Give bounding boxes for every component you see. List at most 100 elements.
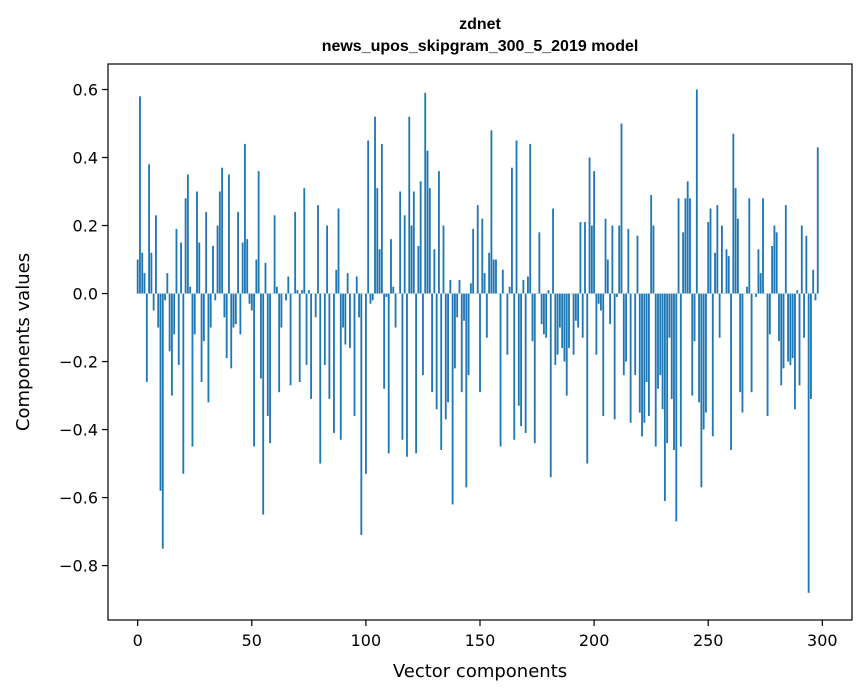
bar-123 — [417, 245, 420, 294]
bar-38 — [223, 293, 226, 318]
bar-62 — [278, 293, 281, 393]
bar-140 — [456, 293, 459, 318]
bar-229 — [659, 293, 662, 376]
bar-70 — [296, 290, 299, 294]
bar-221 — [641, 293, 643, 437]
bar-137 — [449, 279, 452, 294]
bar-69 — [294, 211, 297, 294]
bar-279 — [773, 225, 776, 294]
bar-48 — [246, 239, 249, 294]
bar-88 — [337, 208, 340, 294]
bar-262 — [734, 188, 737, 294]
x-tick-label: 250 — [693, 631, 724, 650]
bar-186 — [561, 293, 564, 348]
bar-32 — [209, 293, 212, 328]
bar-226 — [652, 225, 655, 294]
bar-169 — [522, 279, 525, 294]
bar-210 — [616, 293, 618, 297]
bar-156 — [492, 259, 495, 294]
bar-277 — [768, 293, 771, 335]
bar-242 — [689, 198, 691, 294]
bar-49 — [248, 293, 251, 304]
bar-160 — [501, 269, 504, 294]
y-tick-label: −0.6 — [59, 489, 98, 508]
bar-91 — [344, 293, 347, 345]
bar-282 — [780, 293, 783, 386]
bar-269 — [750, 293, 753, 393]
bar-73 — [303, 188, 306, 294]
bar-112 — [392, 286, 395, 294]
bar-143 — [463, 293, 465, 321]
bar-97 — [358, 293, 360, 318]
bar-212 — [620, 123, 623, 294]
bar-162 — [506, 293, 509, 355]
bar-249 — [705, 293, 707, 413]
bar-261 — [732, 133, 735, 294]
bar-149 — [476, 205, 479, 294]
bar-297 — [814, 293, 817, 301]
bar-113 — [394, 293, 397, 328]
bar-25 — [193, 293, 196, 335]
bar-231 — [663, 293, 666, 501]
bar-243 — [691, 293, 694, 396]
bar-124 — [419, 181, 422, 294]
y-tick-label: 0.4 — [73, 149, 98, 168]
bar-118 — [406, 293, 408, 457]
bar-151 — [481, 218, 484, 294]
bar-46 — [241, 242, 244, 294]
bar-283 — [782, 293, 785, 369]
bar-274 — [762, 198, 764, 294]
bar-258 — [725, 249, 728, 294]
bar-35 — [216, 225, 219, 294]
bar-230 — [661, 293, 664, 410]
bar-105 — [376, 188, 379, 294]
bar-259 — [727, 256, 730, 294]
bar-184 — [556, 293, 559, 355]
bar-251 — [709, 208, 712, 294]
bar-40 — [228, 174, 230, 294]
bar-101 — [367, 140, 370, 294]
bar-134 — [442, 225, 445, 294]
bar-83 — [326, 225, 329, 294]
bar-179 — [545, 293, 548, 338]
bar-119 — [408, 116, 411, 294]
y-tick-label: 0.6 — [73, 81, 98, 100]
bar-188 — [565, 293, 568, 396]
bar-122 — [415, 293, 418, 454]
bar-37 — [221, 167, 224, 294]
bar-45 — [239, 293, 242, 335]
bar-115 — [399, 191, 402, 294]
bar-92 — [346, 273, 349, 294]
bar-20 — [182, 293, 185, 474]
bar-248 — [702, 293, 705, 430]
bar-146 — [469, 283, 472, 294]
bar-181 — [549, 293, 552, 478]
bar-50 — [250, 293, 253, 311]
bar-197 — [586, 293, 589, 464]
bar-120 — [410, 225, 413, 294]
bar-1 — [139, 96, 141, 294]
bar-53 — [257, 171, 260, 294]
bar-176 — [538, 232, 541, 294]
bar-214 — [625, 293, 627, 362]
bar-67 — [289, 293, 292, 386]
bar-86 — [333, 293, 335, 433]
bar-21 — [184, 198, 187, 294]
bar-177 — [540, 293, 543, 325]
bar-196 — [584, 222, 586, 294]
bar-28 — [200, 293, 203, 382]
bar-144 — [465, 293, 468, 488]
bar-206 — [606, 259, 609, 294]
bar-245 — [695, 89, 698, 294]
bar-129 — [431, 293, 433, 393]
bar-192 — [574, 293, 577, 321]
bar-26 — [196, 191, 198, 294]
bar-219 — [636, 235, 639, 294]
bar-225 — [650, 194, 653, 294]
bar-138 — [451, 293, 454, 505]
bar-213 — [622, 293, 625, 376]
bar-272 — [757, 249, 760, 294]
bar-4 — [145, 293, 148, 382]
bar-180 — [547, 290, 550, 294]
bar-131 — [435, 293, 438, 410]
